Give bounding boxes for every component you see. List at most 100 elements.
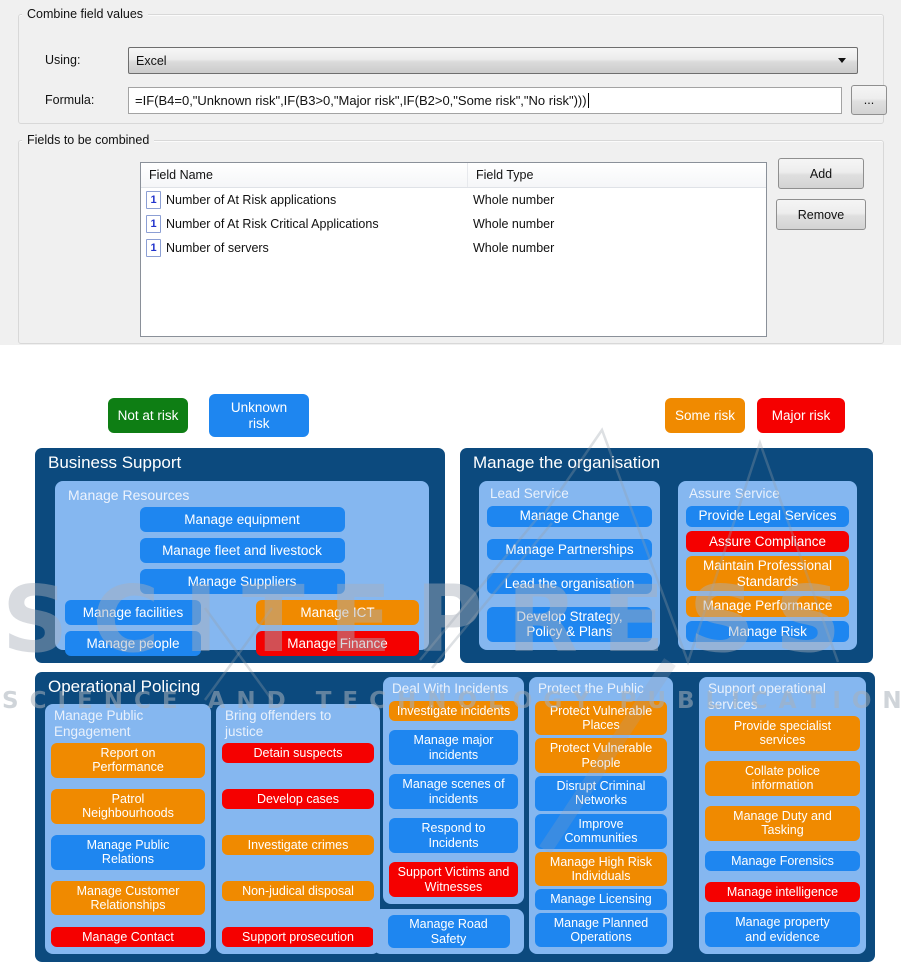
capability-box: Manage Forensics [705,850,860,872]
panel-title-manage-the-organisation: Manage the organisation [473,453,661,472]
capability-box: Report on Performance [51,743,205,778]
capability-box: Investigate incidents [389,700,518,721]
group-deal-with-incidents: Deal With Incidents Investigate incidents… [383,677,524,904]
group-manage-public-engagement: Manage Public Engagement Report on Perfor… [45,704,211,954]
capability-box: Maintain Professional Standards [686,556,849,592]
formula-browse-button[interactable]: ... [851,85,887,115]
group-manage-resources: Manage Resources Manage equipment Manage … [55,481,429,656]
combine-groupbox-label: Combine field values [22,7,149,21]
capability-box: Assure Compliance [686,530,849,552]
capability-box: Respond to Incidents [389,818,518,853]
capability-box: Non-judical disposal [222,880,374,902]
using-dropdown[interactable]: Excel [128,47,858,74]
formula-label: Formula: [45,93,95,107]
capability-box: Improve Communities [535,813,667,849]
column-header-field-type[interactable]: Field Type [476,168,534,182]
table-row[interactable]: 1 Number of At Risk applications Whole num… [141,188,766,212]
bs-row: Manage Suppliers [65,569,419,594]
panel-manage-the-organisation: Manage the organisation Lead Service Man… [460,448,873,663]
capability-box: Manage scenes of incidents [389,774,518,809]
capability-box: Manage Contact [51,926,205,947]
legend-unknown-risk: Unknown risk [209,394,309,437]
group-support-operational-services: Support operational services Provide spec… [699,677,866,954]
field-type-cell: Whole number [473,193,555,207]
capability-box: Manage Planned Operations [535,912,667,948]
capability-box: Manage High Risk Individuals [535,851,667,887]
remove-button[interactable]: Remove [776,199,866,230]
chevron-down-icon [838,58,846,63]
group-assure-service: Assure Service Provide Legal Services Ass… [678,481,857,650]
bs-row: Manage facilities Manage ICT [65,600,419,625]
text-caret-icon [587,93,589,108]
panel-title-business-support: Business Support [48,453,182,472]
capability-box: Investigate crimes [222,834,374,856]
group-title-lead-service: Lead Service [490,486,569,501]
capability-box: Manage intelligence [705,881,860,902]
group-road-safety: Manage Road Safety [373,909,524,954]
capability-box: Lead the organisation [487,573,652,595]
fields-groupbox: Fields to be combined [18,133,884,344]
capability-box: Provide specialist services [705,716,860,751]
capability-box: Manage Performance [686,595,849,617]
group-title-assure-service: Assure Service [689,486,780,501]
capability-box: Manage property and evidence [705,912,860,947]
capability-box: Manage Road Safety [387,915,510,948]
capability-box: Manage major incidents [389,730,518,765]
combine-field-values-dialog: Combine field values Using: Excel Formul… [0,0,901,345]
bs-row: Manage fleet and livestock [65,538,419,563]
legend-some-risk: Some risk [665,398,745,433]
capability-box: Manage fleet and livestock [139,538,345,563]
group-protect-the-public: Protect the Public Protect Vulnerable Pla… [529,677,673,954]
whole-number-field-icon: 1 [146,191,161,209]
bs-row: Manage people Manage Finance [65,631,419,656]
panel-title-operational-policing: Operational Policing [48,677,201,696]
capability-box: Manage people [65,631,201,656]
column-header-field-name[interactable]: Field Name [141,163,468,187]
capability-box: Manage Change [487,505,652,527]
bs-rows: Manage equipment Manage fleet and livesto… [55,507,429,656]
field-name-cell: Number of servers [166,241,269,255]
fields-table: Field Name Field Type 1 Number of At Risk… [140,162,767,337]
field-name-cell: Number of At Risk Critical Applications [166,217,379,231]
group-title-manage-resources: Manage Resources [68,487,190,503]
add-button[interactable]: Add [778,158,864,189]
using-label: Using: [45,53,81,67]
capability-box: Manage equipment [139,507,345,532]
capability-box: Collate police information [705,761,860,796]
capability-box: Manage ICT [256,600,419,625]
capability-box: Manage Licensing [535,889,667,910]
capability-box: Disrupt Criminal Networks [535,776,667,811]
capability-box: Develop Strategy, Policy & Plans [487,606,652,642]
field-type-cell: Whole number [473,241,555,255]
capability-box: Manage Finance [256,631,419,656]
capability-box: Patrol Neighbourhoods [51,788,205,824]
formula-input[interactable]: =IF(B4=0,"Unknown risk",IF(B3>0,"Major r… [128,87,842,114]
table-row[interactable]: 1 Number of At Risk Critical Applications… [141,212,766,236]
combine-groupbox: Combine field values [18,7,884,124]
capability-box: Protect Vulnerable People [535,738,667,774]
capability-box: Provide Legal Services [686,505,849,527]
panel-business-support: Business Support Manage Resources Manage… [35,448,445,663]
whole-number-field-icon: 1 [146,215,161,233]
panel-operational-policing: Operational Policing Manage Public Engag… [35,672,875,962]
group-lead-service: Lead Service Manage Change Manage Partner… [479,481,660,650]
capability-box: Develop cases [222,788,374,810]
fields-table-header[interactable]: Field Name Field Type [141,163,766,188]
capability-box: Manage Customer Relationships [51,880,205,916]
field-name-cell: Number of At Risk applications [166,193,337,207]
formula-value: =IF(B4=0,"Unknown risk",IF(B3>0,"Major r… [135,93,587,108]
capability-box: Manage facilities [65,600,201,625]
capability-box: Manage Suppliers [139,569,345,594]
capability-box: Manage Duty and Tasking [705,806,860,841]
capability-box: Manage Partnerships [487,539,652,561]
fields-table-body: 1 Number of At Risk applications Whole num… [141,188,766,260]
capability-box: Manage Risk [686,620,849,642]
group-bring-offenders-to-justice: Bring offenders to justice Detain suspect… [216,704,380,954]
legend-not-at-risk: Not at risk [108,398,188,433]
capability-box: Support Victims and Witnesses [389,862,518,897]
road-items: Manage Road Safety [387,915,510,948]
field-type-cell: Whole number [473,217,555,231]
capability-box: Support prosecution [222,926,374,947]
using-dropdown-value: Excel [136,53,167,68]
table-row[interactable]: 1 Number of servers Whole number [141,236,766,260]
